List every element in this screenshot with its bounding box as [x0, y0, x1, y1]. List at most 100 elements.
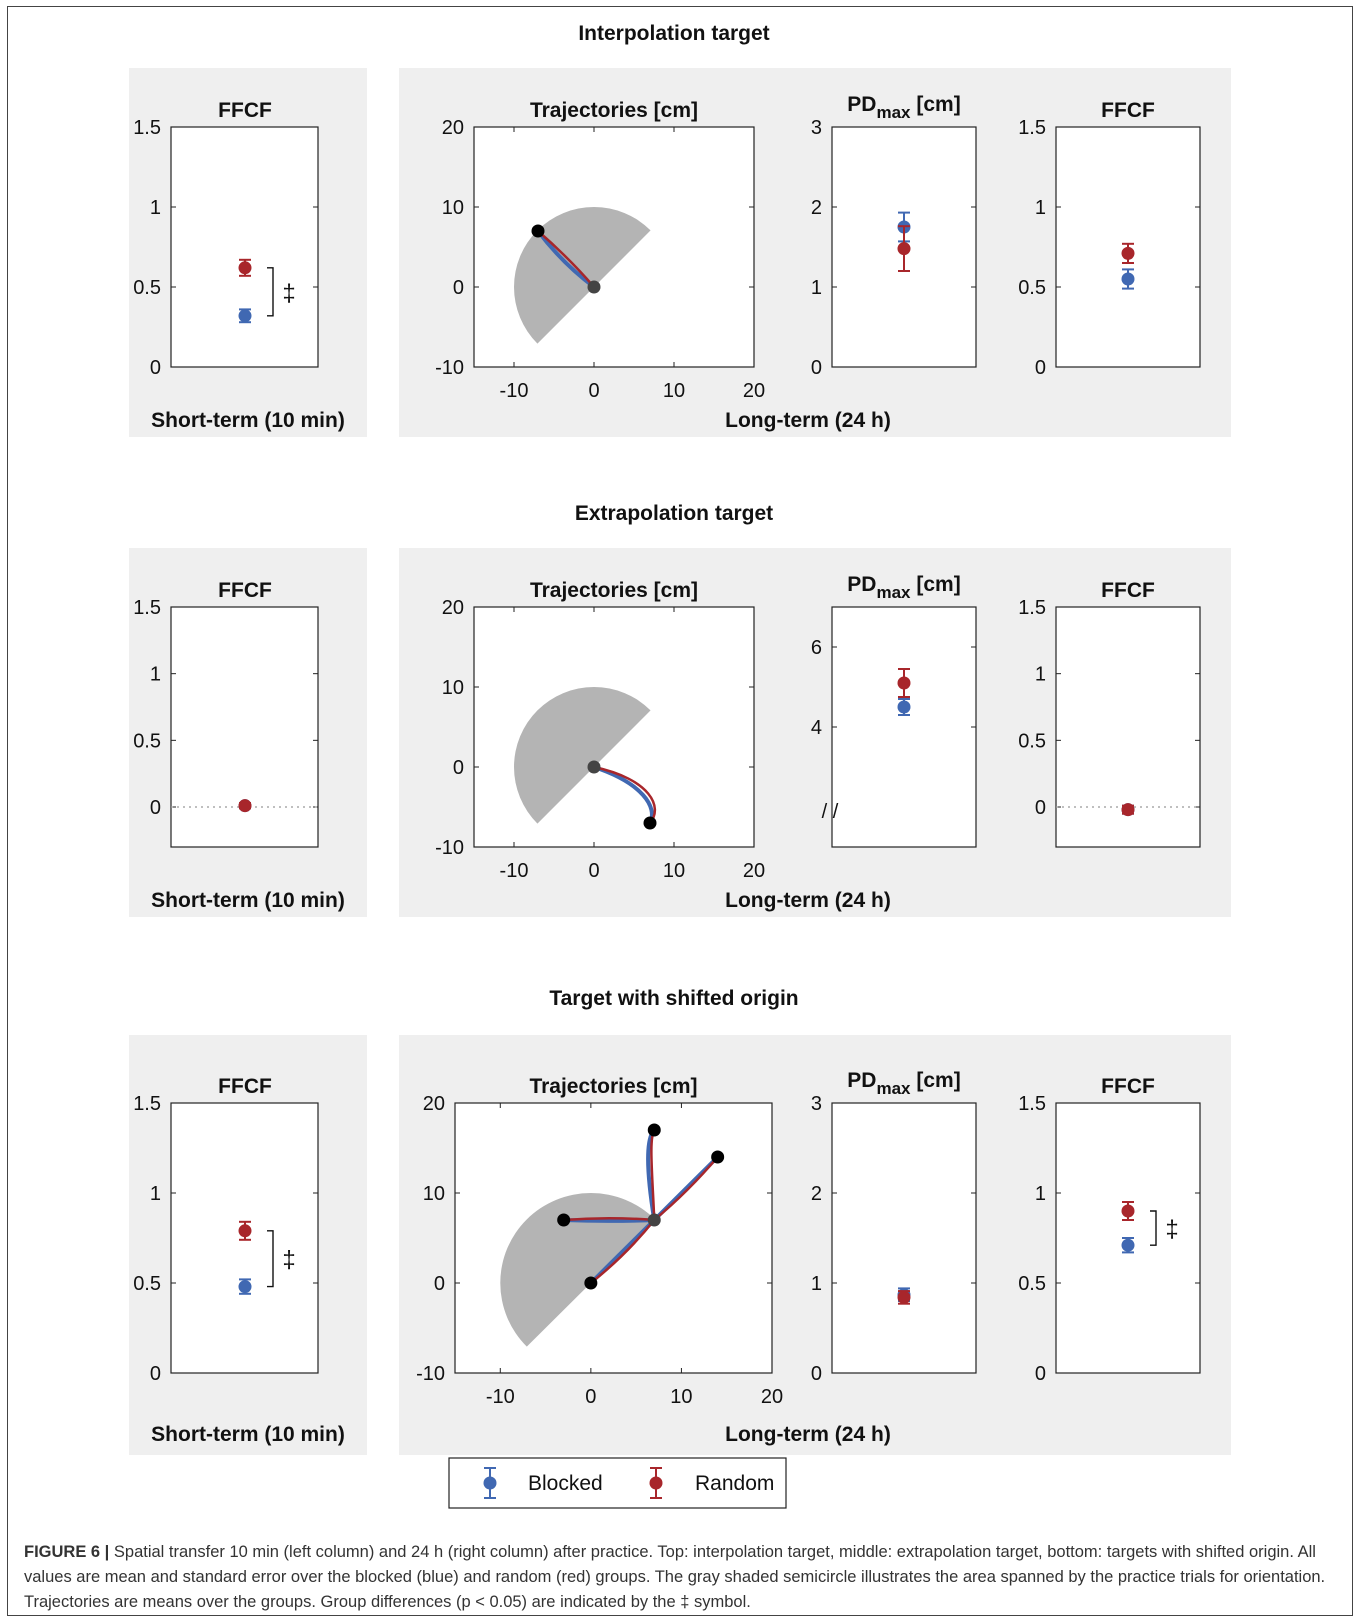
legend: Blocked Random	[448, 1457, 787, 1509]
blocked-legend-marker	[483, 1476, 497, 1490]
blocked-point	[238, 1280, 252, 1294]
y-tick-label: 2	[811, 1183, 822, 1205]
y-tick-label: 0	[150, 797, 161, 819]
random-trajectory	[653, 1156, 719, 1221]
blocked-point	[897, 700, 911, 714]
x-tick-label: 20	[743, 380, 765, 402]
caption-text: Spatial transfer 10 min (left column) an…	[24, 1543, 1326, 1611]
blocked-trajectory	[536, 229, 596, 289]
trajectories-panel: Trajectories [cm] -10 0 10 20 -10 0 10 20	[435, 579, 765, 882]
significance-bracket	[267, 1230, 274, 1288]
x-tick-label: 10	[663, 380, 685, 402]
y-tick-label: 0	[434, 1273, 445, 1295]
y-tick-label: 10	[442, 197, 464, 219]
target-point	[647, 1123, 661, 1137]
significance-symbol: ‡	[282, 280, 295, 307]
target-point	[557, 1213, 571, 1227]
ffcf-short-term-panel: FFCF 0 0.5 1 1.5 ‡	[133, 1075, 319, 1385]
figure-frame	[7, 6, 1353, 1616]
trajectories-panel: Trajectories [cm] -10 0 10 20 -10 0 10 20	[435, 99, 765, 402]
y-tick-label: 0.5	[1018, 730, 1046, 752]
x-tick-label: -10	[500, 860, 529, 882]
random-trajectory	[563, 1216, 655, 1222]
significance-symbol: ‡	[282, 1247, 295, 1274]
y-tick-label: 0.5	[1018, 1273, 1046, 1295]
y-tick-label: 1.5	[133, 117, 161, 139]
random-point	[897, 1290, 911, 1304]
legend-blocked-label: Blocked	[528, 1472, 603, 1495]
y-tick-label: 0	[453, 757, 464, 779]
pdmax-panel-axes	[831, 1102, 977, 1374]
y-tick-label: 0	[811, 1363, 822, 1385]
random-point	[897, 676, 911, 690]
pdmax-panel: PDmax [cm] 0 1 2 3	[811, 1069, 977, 1385]
x-tick-label: 0	[588, 380, 599, 402]
ffcf-short-term-panel: FFCF 0 0.5 1 1.5 ‡	[133, 99, 319, 379]
y-tick-label: 10	[442, 677, 464, 699]
x-tick-label: 10	[663, 860, 685, 882]
x-tick-label: 20	[761, 1386, 783, 1408]
y-tick-label: 0.5	[133, 1273, 161, 1295]
random-point	[238, 1224, 252, 1238]
random-point	[238, 799, 252, 813]
y-tick-label: 1	[150, 197, 161, 219]
blocked-point	[1121, 272, 1135, 286]
y-tick-label: 1	[1035, 1183, 1046, 1205]
pdmax-panel-title: PDmax [cm]	[847, 573, 960, 602]
y-tick-label: -10	[435, 357, 464, 379]
ffcf-long-term-panel-title: FFCF	[1101, 99, 1155, 122]
pdmax-panel-axes	[831, 606, 977, 848]
target-point	[584, 1276, 598, 1290]
long-term-label: Long-term (24 h)	[725, 889, 891, 912]
y-tick-label: 2	[811, 197, 822, 219]
y-tick-label: 0	[811, 357, 822, 379]
target-point	[643, 816, 657, 830]
practice-area-semicircle	[514, 687, 651, 824]
y-tick-label: 0.5	[133, 730, 161, 752]
y-tick-label: 0	[1035, 797, 1046, 819]
y-tick-label: 1	[1035, 664, 1046, 686]
random-trajectory	[537, 230, 595, 288]
x-tick-label: 0	[585, 1386, 596, 1408]
y-tick-label: 10	[423, 1183, 445, 1205]
long-term-label: Long-term (24 h)	[725, 409, 891, 432]
y-tick-label: 6	[811, 637, 822, 659]
y-tick-label: 0	[453, 277, 464, 299]
y-tick-label: 3	[811, 117, 822, 139]
y-tick-label: 3	[811, 1093, 822, 1115]
y-tick-label: 1	[150, 664, 161, 686]
origin-point	[587, 280, 601, 294]
origin-point	[647, 1213, 661, 1227]
origin-point	[587, 760, 601, 774]
significance-bracket	[267, 267, 274, 317]
blocked-point	[1121, 1238, 1135, 1252]
y-tick-label: 1	[150, 1183, 161, 1205]
y-tick-label: 20	[442, 597, 464, 619]
y-tick-label: -10	[416, 1363, 445, 1385]
pdmax-panel-title: PDmax [cm]	[847, 93, 960, 122]
x-tick-label: 20	[743, 860, 765, 882]
ffcf-short-term-panel-title: FFCF	[218, 99, 272, 122]
random-trajectory	[590, 1219, 656, 1284]
y-tick-label: 4	[811, 717, 822, 739]
axis-break-mark: / /	[822, 801, 839, 823]
y-tick-label: 1.5	[133, 597, 161, 619]
section-title: Target with shifted origin	[549, 987, 798, 1010]
y-tick-label: 0.5	[1018, 277, 1046, 299]
ffcf-long-term-panel: FFCF 0 0.5 1 1.5	[1018, 579, 1201, 848]
y-tick-label: 1	[811, 1273, 822, 1295]
y-tick-label: -10	[435, 837, 464, 859]
random-point	[1121, 246, 1135, 260]
y-tick-label: 0	[1035, 1363, 1046, 1385]
ffcf-short-term-panel-axes	[170, 126, 319, 368]
y-tick-label: 1.5	[1018, 597, 1046, 619]
significance-bracket	[1150, 1210, 1157, 1246]
y-tick-label: 0.5	[133, 277, 161, 299]
y-tick-label: 1.5	[133, 1093, 161, 1115]
ffcf-short-term-panel-title: FFCF	[218, 579, 272, 602]
x-tick-label: -10	[486, 1386, 515, 1408]
target-point	[711, 1150, 725, 1164]
y-tick-label: 0	[1035, 357, 1046, 379]
y-tick-label: 1	[1035, 197, 1046, 219]
ffcf-short-term-panel: FFCF 0 0.5 1 1.5	[133, 579, 319, 848]
